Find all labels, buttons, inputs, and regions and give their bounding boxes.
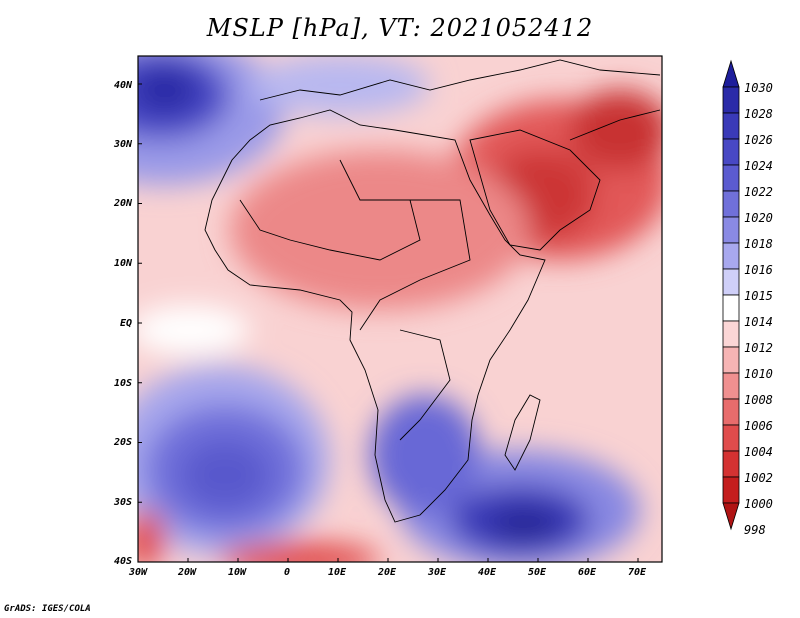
colorbar-label-1002: 1002 xyxy=(744,471,773,485)
colorbar-label-1020: 1020 xyxy=(744,211,773,225)
colorbar-label-1000: 1000 xyxy=(744,497,773,511)
lon-label-10w: 10W xyxy=(227,567,247,578)
coastlines xyxy=(204,59,661,523)
lat-label-10s: 10S xyxy=(113,378,132,389)
colorbar-top-arrow xyxy=(722,59,740,88)
lon-label-70e: 70E xyxy=(627,567,647,578)
axis-ticks xyxy=(137,83,639,563)
lon-label-20w: 20W xyxy=(177,567,197,578)
lon-label-20e: 20E xyxy=(377,567,397,578)
lon-label-30w: 30W xyxy=(128,567,148,578)
colorbar-label-1018: 1018 xyxy=(744,237,773,251)
colorbar-swatch xyxy=(722,476,740,504)
lon-label-40e: 40E xyxy=(477,567,497,578)
pressure-field xyxy=(138,56,662,562)
colorbar xyxy=(722,59,740,531)
colorbar-swatch xyxy=(722,372,740,400)
colorbar-label-998: 998 xyxy=(744,523,766,537)
colorbar-label-1016: 1016 xyxy=(744,263,773,277)
lon-label-30e: 30E xyxy=(427,567,447,578)
colorbar-bottom-arrow xyxy=(722,502,740,531)
lat-label-10n: 10N xyxy=(113,258,132,269)
colorbar-swatch xyxy=(722,450,740,478)
lat-label-20n: 20N xyxy=(113,198,132,209)
colorbar-swatch xyxy=(722,216,740,244)
map-title: MSLP [hPa], VT: 2021052412 xyxy=(206,14,594,42)
plot-frame xyxy=(137,55,663,563)
colorbar-label-1010: 1010 xyxy=(744,367,773,381)
lat-label-20s: 20S xyxy=(113,437,132,448)
colorbar-label-1008: 1008 xyxy=(744,393,773,407)
colorbar-label-1028: 1028 xyxy=(744,107,773,121)
lon-label-10e: 10E xyxy=(327,567,347,578)
lat-label-30n: 30N xyxy=(113,139,132,150)
colorbar-label-1014: 1014 xyxy=(744,315,773,329)
colorbar-swatch xyxy=(722,424,740,452)
colorbar-label-1024: 1024 xyxy=(744,159,773,173)
lat-label-40s: 40S xyxy=(113,556,132,567)
colorbar-swatch xyxy=(722,268,740,296)
colorbar-swatch xyxy=(722,164,740,192)
lat-label-40n: 40N xyxy=(113,80,132,91)
colorbar-swatch xyxy=(722,86,740,114)
lon-label-60e: 60E xyxy=(577,567,597,578)
colorbar-swatch xyxy=(722,242,740,270)
colorbar-swatch xyxy=(722,398,740,426)
colorbar-swatch xyxy=(722,112,740,140)
lon-label-50e: 50E xyxy=(527,567,547,578)
colorbar-swatch xyxy=(722,346,740,374)
colorbar-label-1026: 1026 xyxy=(744,133,773,147)
lat-label-eq: EQ xyxy=(119,318,132,329)
colorbar-swatch xyxy=(722,190,740,218)
colorbar-label-1004: 1004 xyxy=(744,445,773,459)
colorbar-swatch xyxy=(722,320,740,348)
lat-label-30s: 30S xyxy=(113,497,132,508)
lon-label-0: 0 xyxy=(283,567,291,578)
colorbar-label-1006: 1006 xyxy=(744,419,773,433)
colorbar-label-1015: 1015 xyxy=(744,289,773,303)
colorbar-swatch xyxy=(722,294,740,322)
footer-credit: GrADS: IGES/COLA xyxy=(4,604,91,614)
colorbar-swatch xyxy=(722,138,740,166)
colorbar-label-1022: 1022 xyxy=(744,185,773,199)
colorbar-label-1030: 1030 xyxy=(744,81,773,95)
colorbar-label-1012: 1012 xyxy=(744,341,773,355)
